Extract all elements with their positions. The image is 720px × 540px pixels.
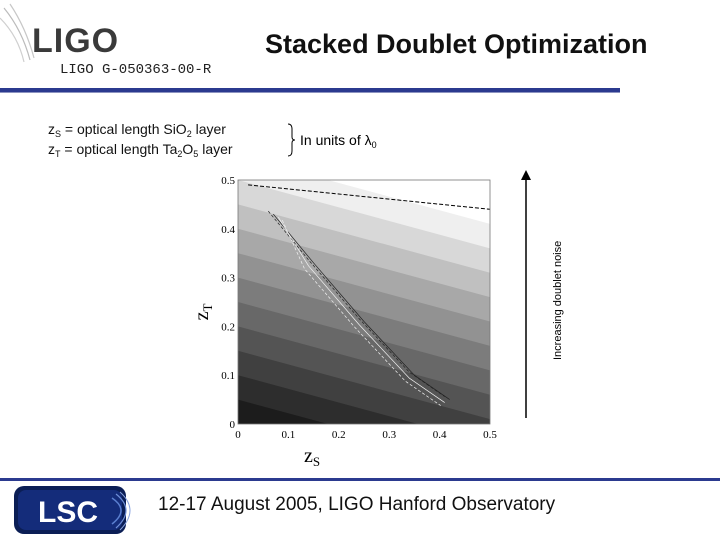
document-id: LIGO G-050363-00-R	[60, 62, 212, 78]
optimum-contour-curve	[281, 220, 441, 406]
ligo-swoosh-icon	[0, 3, 35, 63]
noise-direction-arrow	[521, 170, 531, 418]
title-divider-shadow	[0, 92, 620, 93]
footer-event-text: 12-17 August 2005, LIGO Hanford Observat…	[158, 494, 556, 515]
right-brace-icon	[287, 123, 295, 157]
lsc-logo: LSC	[14, 486, 131, 534]
zt-definition: zT = optical length Ta2O5 layer	[48, 141, 233, 159]
lsc-logo-text: LSC	[38, 496, 98, 529]
y-tick-label: 0.2	[221, 321, 235, 333]
noise-direction-label: Increasing doublet noise	[552, 240, 564, 360]
x-tick-label: 0	[235, 429, 241, 441]
units-note: In units of λ0	[300, 132, 377, 150]
x-axis-label: zS	[304, 445, 320, 469]
x-tick-label: 0.1	[282, 429, 296, 441]
y-axis-label: zT	[191, 304, 215, 321]
slide-title: Stacked Doublet Optimization	[265, 29, 648, 59]
ligo-logo	[0, 0, 260, 90]
ligo-wordmark: LIGO	[32, 22, 120, 60]
y-tick-label: 0	[230, 419, 236, 431]
optimum-contour-curve	[268, 210, 445, 397]
contour-plot: 0 0.1 0.2 0.3 0.4 0.5 0 0.1 0.2 0.3 0.4 0.5 zS zT	[191, 175, 497, 469]
optimum-contour-curve	[277, 216, 445, 403]
zs-definition: zS = optical length SiO2 layer	[48, 121, 226, 139]
title-divider	[0, 88, 620, 92]
x-tick-label: 0.5	[483, 429, 497, 441]
y-tick-label: 0.4	[221, 224, 235, 236]
x-tick-label: 0.2	[332, 429, 346, 441]
x-tick-label: 0.3	[382, 429, 396, 441]
y-tick-label: 0.5	[221, 175, 235, 187]
x-tick-label: 0.4	[433, 429, 447, 441]
optimum-contour-curve	[273, 213, 450, 400]
footer-divider	[0, 478, 720, 481]
y-tick-label: 0.1	[221, 370, 235, 382]
y-tick-label: 0.3	[221, 273, 235, 285]
contour-line	[248, 184, 490, 210]
